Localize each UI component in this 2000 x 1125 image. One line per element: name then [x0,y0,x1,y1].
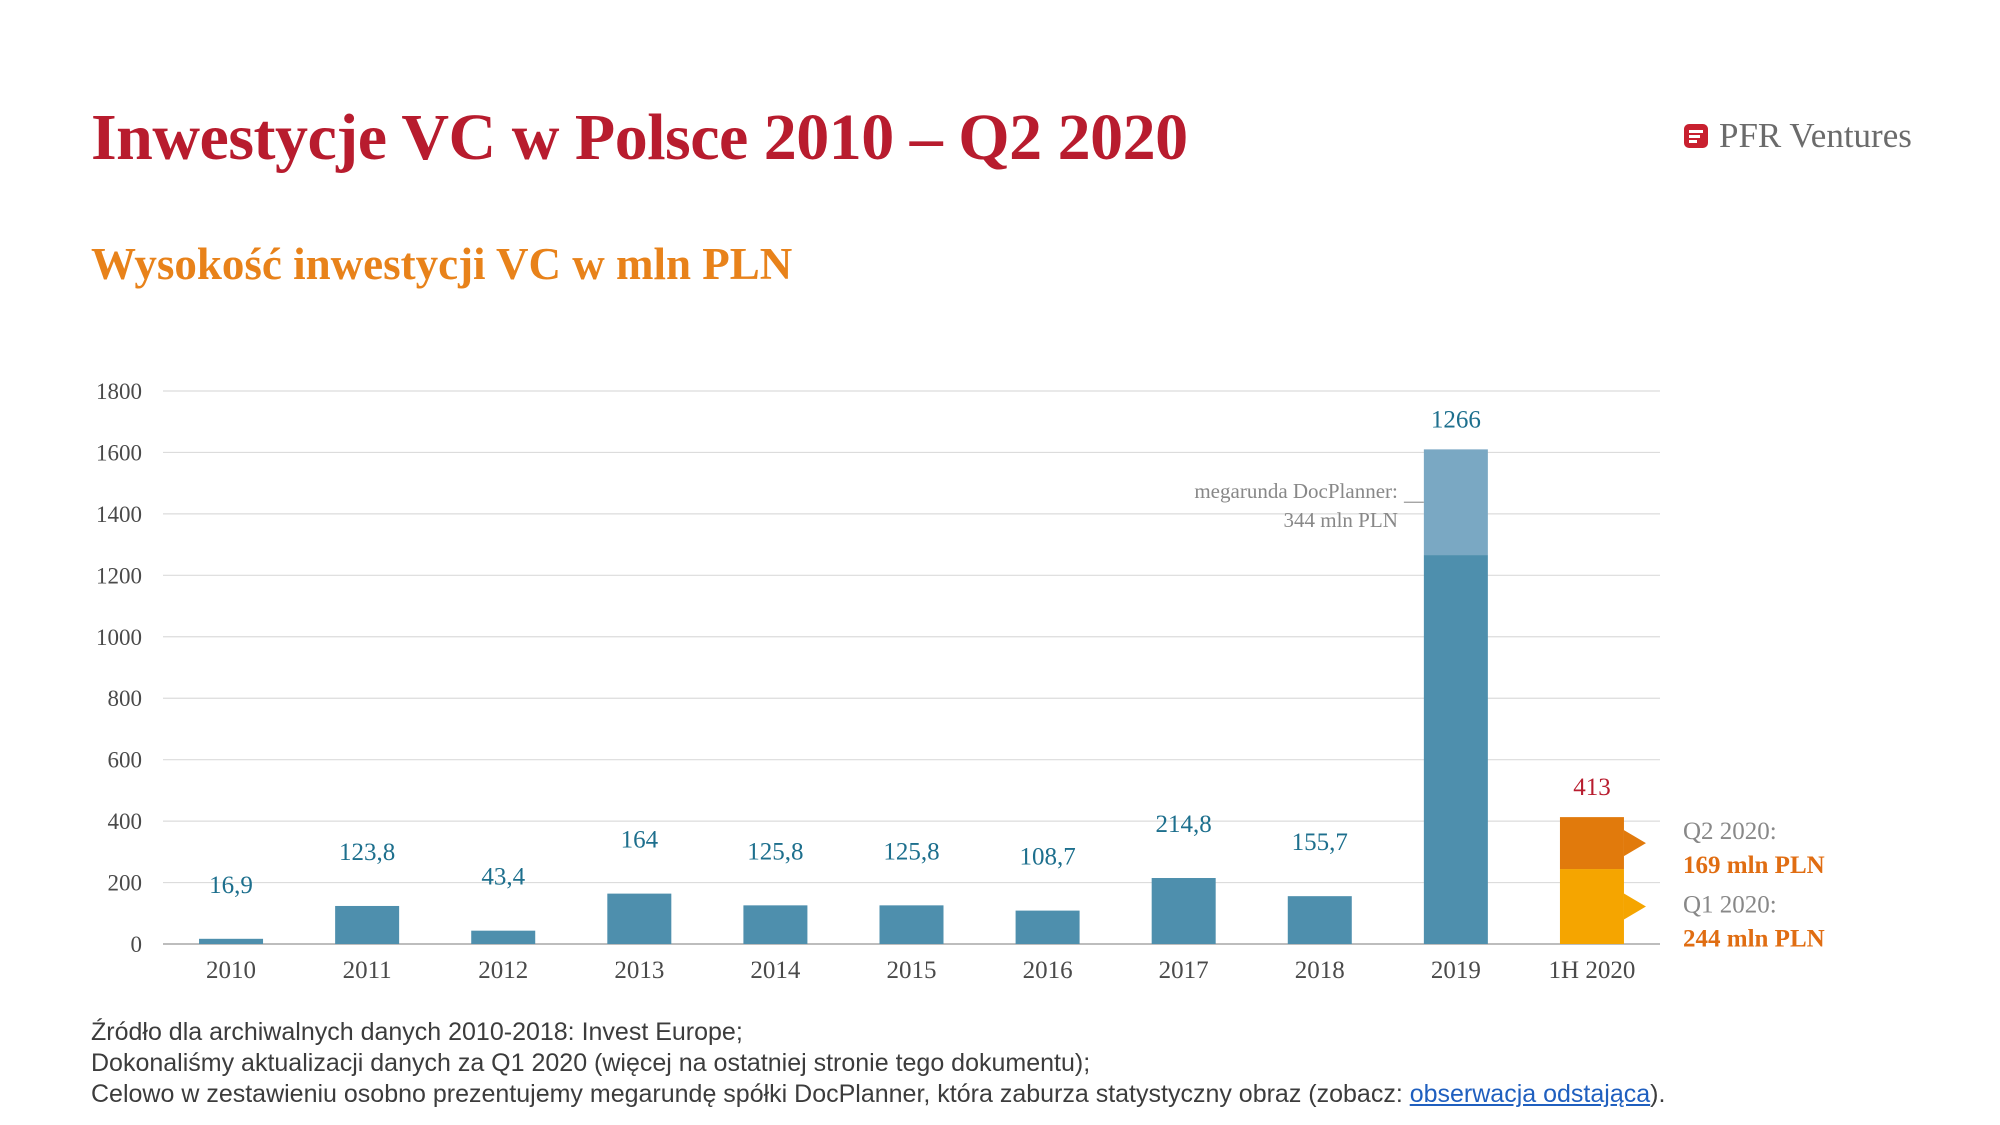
y-tick-label: 800 [108,686,143,711]
bar [471,930,536,944]
bar-2019-megaround [1423,449,1488,556]
x-tick-label: 2012 [478,957,528,984]
data-label: 155,7 [1292,829,1348,856]
data-label: 123,8 [339,839,395,866]
footnote-line-3: Celowo w zestawieniu osobno prezentujemy… [91,1079,1891,1110]
q1-label-value: 244 mln PLN [1683,926,1825,953]
pfr-logo-icon [1684,124,1708,148]
q2-label-period: Q2 2020: [1683,818,1777,845]
q1-arrow-marker [1623,893,1646,920]
q2-label-value: 169 mln PLN [1683,852,1825,879]
data-label: 214,8 [1156,811,1212,838]
brand-logo: PFR Ventures [1683,116,1912,156]
y-tick-label: 1200 [96,563,142,588]
docplanner-annotation-line-2: 344 mln PLN [1284,508,1398,532]
footnote-line-3-prefix: Celowo w zestawieniu osobno prezentujemy… [91,1080,1410,1108]
data-label: 125,8 [883,838,939,865]
brand-name: PFR Ventures [1719,116,1912,155]
y-tick-label: 1800 [96,379,142,404]
x-tick-label: 2018 [1295,957,1345,984]
x-tick-label: 2015 [887,957,937,984]
y-tick-label: 600 [108,748,143,773]
footnote-line-3-suffix: ). [1650,1080,1666,1108]
data-label: 16,9 [209,872,253,899]
data-label: 43,4 [481,864,525,891]
bar [199,938,264,944]
y-tick-label: 1400 [96,502,142,527]
x-tick-label: 2016 [1023,957,1073,984]
x-tick-label: 2014 [750,957,801,984]
data-label: 164 [621,827,659,854]
bar [607,893,672,944]
bar [1015,910,1080,944]
bar-q1-2020 [1559,869,1624,944]
bar [335,905,400,944]
footnote-line-2: Dokonaliśmy aktualizacji danych za Q1 20… [91,1049,1091,1077]
bar [879,905,944,944]
outlier-link[interactable]: obserwacja odstająca [1409,1080,1651,1108]
bar [743,905,808,944]
q1-label-period: Q1 2020: [1683,892,1777,919]
x-tick-label: 2010 [206,957,256,984]
x-tick-label: 2011 [343,957,392,984]
bar [1151,878,1216,944]
data-label: 125,8 [747,838,803,865]
x-tick-label: 1H 2020 [1549,957,1636,984]
chart-subtitle: Wysokość inwestycji VC w mln PLN [91,239,793,289]
y-tick-label: 0 [131,932,143,957]
bar-2019-base [1423,555,1488,944]
y-tick-label: 400 [108,809,143,834]
data-label: 1266 [1431,406,1481,433]
docplanner-annotation-line-1: megarunda DocPlanner: [1194,479,1398,503]
x-tick-label: 2013 [614,957,664,984]
y-tick-label: 200 [108,871,143,896]
data-label: 413 [1573,774,1611,801]
x-tick-label: 2019 [1431,957,1481,984]
q2-arrow-marker [1623,830,1646,857]
data-label: 108,7 [1019,844,1075,871]
bar [1287,896,1352,944]
footnote: Źródło dla archiwalnych danych 2010-2018… [91,1017,1891,1110]
page-title: Inwestycje VC w Polsce 2010 – Q2 2020 [91,101,1188,174]
y-tick-label: 1000 [96,625,142,650]
y-tick-label: 1600 [96,440,142,465]
x-tick-label: 2017 [1159,957,1209,984]
bar-q2-2020 [1559,817,1624,870]
footnote-line-1: Źródło dla archiwalnych danych 2010-2018… [91,1018,743,1046]
